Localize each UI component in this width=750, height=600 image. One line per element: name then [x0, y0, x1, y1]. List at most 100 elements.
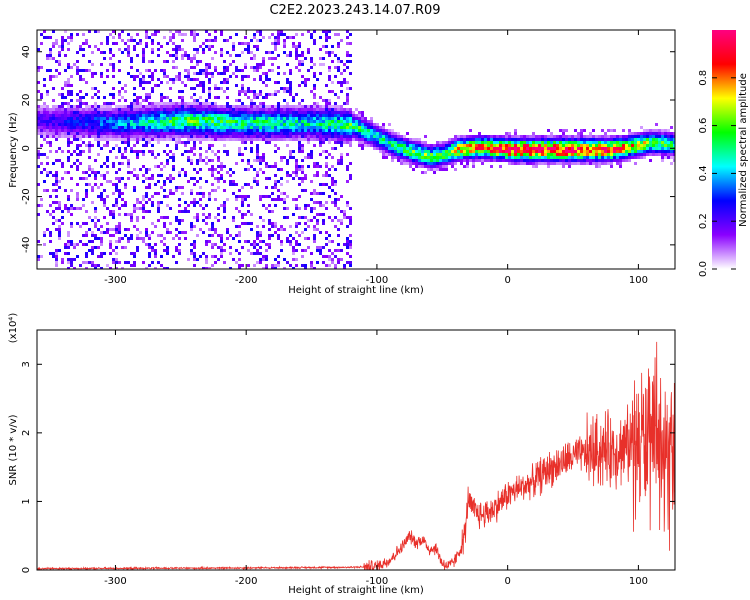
heatmap-cell [523, 147, 526, 150]
heatmap-cell [205, 99, 208, 102]
heatmap-cell [367, 123, 370, 126]
heatmap-cell [205, 255, 208, 258]
heatmap-cell [124, 111, 127, 114]
heatmap-cell [202, 42, 205, 45]
heatmap-cell [91, 168, 94, 171]
heatmap-cell [271, 198, 274, 201]
heatmap-cell [193, 114, 196, 117]
heatmap-cell [274, 222, 277, 225]
heatmap-cell [139, 231, 142, 234]
heatmap-cell [541, 162, 544, 165]
heatmap-cell [205, 261, 208, 264]
heatmap-cell [70, 153, 73, 156]
heatmap-cell [298, 168, 301, 171]
heatmap-cell [148, 264, 151, 267]
heatmap-cell [232, 129, 235, 132]
heatmap-cell [202, 135, 205, 138]
heatmap-cell [256, 105, 259, 108]
heatmap-cell [283, 33, 286, 36]
heatmap-cell [265, 162, 268, 165]
heatmap-cell [121, 39, 124, 42]
heatmap-cell [346, 126, 349, 129]
heatmap-cell [280, 249, 283, 252]
heatmap-cell [169, 30, 172, 33]
heatmap-cell [439, 147, 442, 150]
heatmap-cell [232, 180, 235, 183]
heatmap-cell [241, 198, 244, 201]
heatmap-cell [442, 165, 445, 168]
heatmap-cell [217, 126, 220, 129]
heatmap-cell [211, 183, 214, 186]
heatmap-cell [85, 102, 88, 105]
heatmap-cell [142, 195, 145, 198]
heatmap-cell [190, 162, 193, 165]
heatmap-cell [160, 201, 163, 204]
heatmap-cell [451, 162, 454, 165]
heatmap-cell [67, 48, 70, 51]
heatmap-cell [163, 96, 166, 99]
heatmap-cell [70, 123, 73, 126]
heatmap-cell [76, 135, 79, 138]
heatmap-cell [190, 60, 193, 63]
heatmap-cell [130, 135, 133, 138]
heatmap-cell [130, 123, 133, 126]
heatmap-cell [208, 126, 211, 129]
heatmap-cell [403, 150, 406, 153]
heatmap-cell [316, 126, 319, 129]
heatmap-cell [394, 141, 397, 144]
heatmap-cell [208, 81, 211, 84]
heatmap-cell [262, 81, 265, 84]
heatmap-cell [100, 129, 103, 132]
heatmap-cell [154, 126, 157, 129]
heatmap-cell [481, 162, 484, 165]
heatmap-cell [469, 150, 472, 153]
heatmap-cell [307, 225, 310, 228]
heatmap-cell [406, 141, 409, 144]
heatmap-cell [436, 159, 439, 162]
heatmap-cell [619, 153, 622, 156]
heatmap-cell [370, 135, 373, 138]
heatmap-cell [307, 129, 310, 132]
heatmap-cell [217, 105, 220, 108]
heatmap-cell [154, 33, 157, 36]
heatmap-cell [139, 123, 142, 126]
heatmap-cell [253, 45, 256, 48]
heatmap-cell [127, 39, 130, 42]
heatmap-cell [136, 237, 139, 240]
heatmap-cell [49, 144, 52, 147]
heatmap-cell [232, 183, 235, 186]
heatmap-cell [424, 147, 427, 150]
heatmap-cell [112, 183, 115, 186]
heatmap-cell [139, 120, 142, 123]
heatmap-cell [193, 36, 196, 39]
heatmap-cell [67, 132, 70, 135]
heatmap-cell [253, 108, 256, 111]
heatmap-cell [598, 153, 601, 156]
heatmap-cell [184, 108, 187, 111]
heatmap-cell [550, 159, 553, 162]
heatmap-cell [601, 147, 604, 150]
heatmap-cell [109, 180, 112, 183]
heatmap-cell [394, 132, 397, 135]
heatmap-cell [370, 123, 373, 126]
heatmap-cell [163, 102, 166, 105]
heatmap-cell [106, 126, 109, 129]
heatmap-cell [121, 117, 124, 120]
heatmap-cell [196, 84, 199, 87]
heatmap-cell [295, 120, 298, 123]
heatmap-cell [193, 198, 196, 201]
heatmap-cell [109, 105, 112, 108]
heatmap-cell [415, 165, 418, 168]
heatmap-cell [310, 108, 313, 111]
heatmap-cell [274, 183, 277, 186]
heatmap-cell [253, 33, 256, 36]
heatmap-cell [304, 237, 307, 240]
heatmap-cell [226, 105, 229, 108]
heatmap-cell [43, 114, 46, 117]
heatmap-cell [118, 90, 121, 93]
heatmap-cell [508, 135, 511, 138]
heatmap-cell [562, 132, 565, 135]
heatmap-cell [259, 126, 262, 129]
heatmap-cell [253, 54, 256, 57]
heatmap-cell [163, 225, 166, 228]
